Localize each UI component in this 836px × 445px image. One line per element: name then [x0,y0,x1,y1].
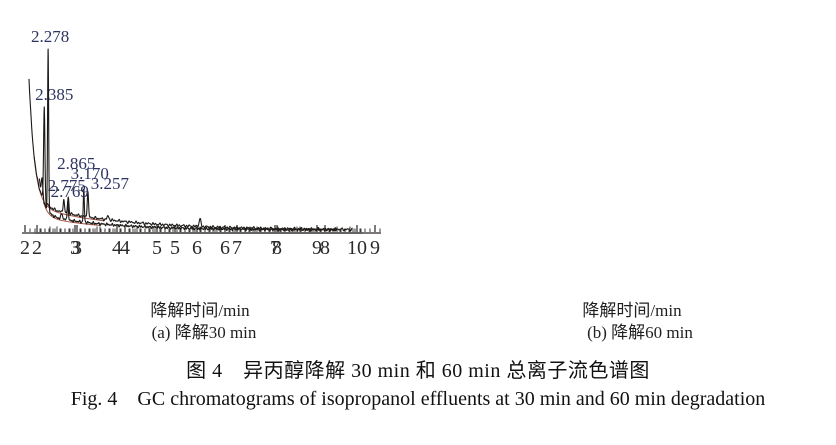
peak-retention-time-label: 2.385 [35,85,73,104]
x-axis-tick-label: 5 [152,237,162,259]
x-axis-tick-label: 9 [370,237,380,259]
x-axis-tick-label: 6 [192,237,202,259]
panel-a-caption: (a) 降解30 min [151,323,257,342]
x-axis-tick-label: 6 [220,237,230,259]
peak-retention-time-label: 3.257 [91,174,130,193]
x-axis-tick-label: 2 [20,237,30,259]
peak-retention-time-label: 3.170 [71,164,109,183]
x-axis-tick-label: 5 [170,237,180,259]
x-axis-tick-label: 4 [112,237,122,259]
peak-retention-time-label: 2.865 [57,154,95,173]
x-axis-tick-label: 3 [72,237,82,259]
panel-b-caption: (b) 降解60 min [587,323,693,342]
x-axis-tick-label: 8 [272,237,282,259]
x-axis-tick-label: 7 [270,237,280,259]
peak-retention-time-label: 2.278 [31,27,69,46]
panel-a-x-axis-label: 降解时间/min [150,301,250,320]
x-axis-tick-label: 3 [70,237,80,259]
x-axis-tick-label: 2 [32,237,42,259]
peak-retention-time-label: 2.775 [48,176,86,195]
reference-baseline-trace [42,201,101,226]
x-axis-tick-label: 4 [120,237,130,259]
peak-retention-time-label: 2.769 [51,182,89,201]
x-axis-tick-label: 8 [320,237,330,259]
x-axis-tick-label: 9 [312,237,322,259]
x-axis-tick-label: 10 [347,237,367,259]
x-axis-tick-label: 7 [232,237,242,259]
panel-b-x-axis-label: 降解时间/min [582,301,682,320]
figure-caption-english: Fig. 4 GC chromatograms of isopropanol e… [70,388,766,410]
figure-caption-chinese: 图 4 异丙醇降解 30 min 和 60 min 总离子流色谱图 [186,360,650,382]
total-ion-chromatogram-trace [38,48,338,232]
